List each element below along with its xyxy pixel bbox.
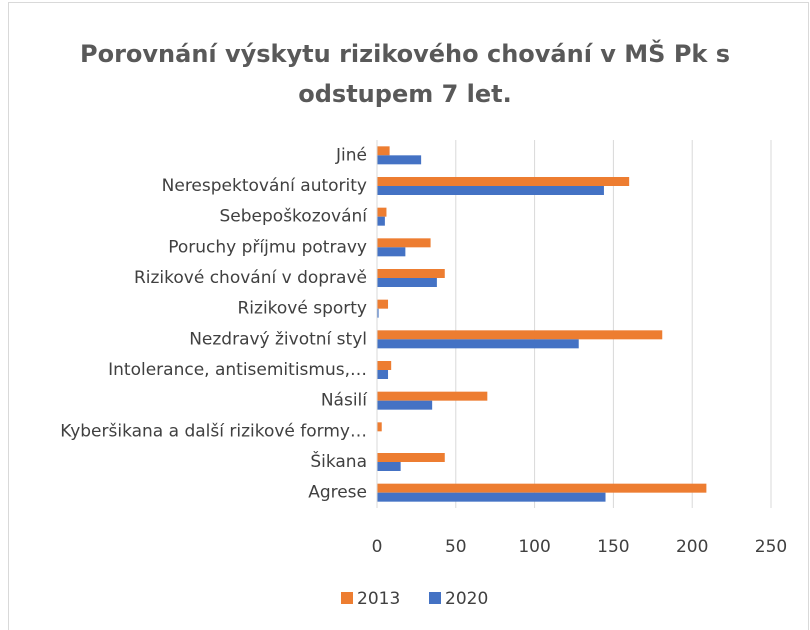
- bar: [377, 462, 401, 471]
- y-tick-label: Poruchy příjmu potravy: [168, 237, 367, 257]
- bar: [377, 177, 630, 186]
- x-tick-label: 250: [755, 537, 787, 557]
- bar: [377, 299, 389, 309]
- y-tick-label: Jiné: [335, 145, 367, 165]
- chart-border: [8, 2, 809, 630]
- y-tick-label: Kyberšikana a další rizikové formy…: [60, 421, 367, 441]
- x-tick-label: 200: [676, 537, 708, 557]
- legend-swatch: [341, 592, 353, 604]
- bar: [377, 391, 488, 401]
- bar: [377, 483, 707, 493]
- legend-label: 2020: [445, 589, 488, 609]
- y-tick-label: Sebepoškozování: [220, 207, 369, 227]
- bar: [377, 361, 392, 370]
- y-tick-label: Rizikové sporty: [237, 299, 367, 319]
- y-tick-label: Agrese: [308, 483, 367, 503]
- bar: [377, 422, 382, 432]
- chart-title: Porovnání výskytu rizikového chování v M…: [79, 40, 731, 108]
- bar: [377, 207, 387, 217]
- bar: [377, 278, 437, 287]
- bar: [377, 339, 579, 349]
- bar: [377, 308, 379, 318]
- bar: [377, 155, 422, 165]
- y-tick-label: Rizikové chování v dopravě: [134, 268, 367, 288]
- x-tick-label: 50: [445, 537, 467, 557]
- bar: [377, 400, 433, 410]
- bar: [377, 146, 390, 156]
- y-tick-label: Nerespektování autority: [162, 176, 367, 196]
- x-tick-label: 150: [597, 537, 629, 557]
- bar: [377, 238, 431, 248]
- y-tick-label: Nezdravý životní styl: [189, 329, 367, 349]
- y-tick-label: Intolerance, antisemitismus,…: [108, 360, 367, 380]
- bar: [377, 370, 389, 379]
- bar: [377, 330, 663, 340]
- bar: [377, 492, 606, 502]
- bar: [377, 216, 385, 226]
- bar: [377, 247, 406, 257]
- x-tick-label: 100: [518, 537, 550, 557]
- legend-label: 2013: [357, 589, 400, 609]
- y-tick-label: Šikana: [310, 450, 367, 472]
- y-tick-label: Násilí: [321, 391, 368, 411]
- bar: [377, 453, 445, 462]
- legend-swatch: [429, 592, 441, 604]
- bar: [377, 186, 604, 195]
- x-tick-label: 0: [372, 537, 383, 557]
- bar: [377, 269, 445, 278]
